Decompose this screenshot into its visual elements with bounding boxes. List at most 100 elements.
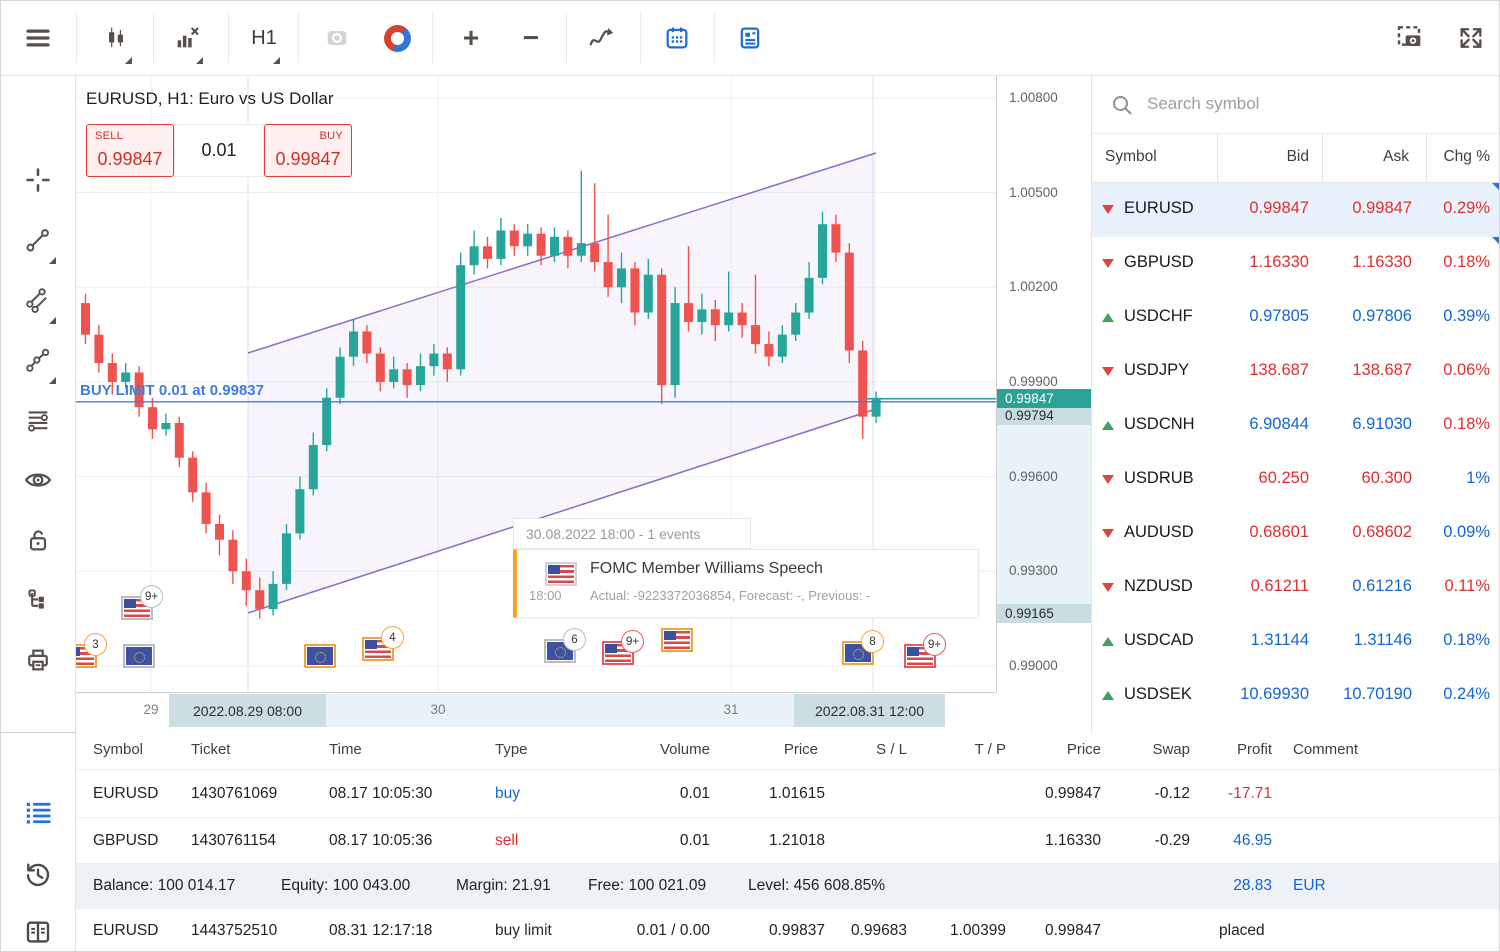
dropdown-arrow-icon <box>49 377 56 384</box>
arrow-down-icon <box>1102 367 1114 376</box>
market-row-usdjpy[interactable]: USDJPY 138.687 138.687 0.06% <box>1092 345 1499 399</box>
market-row-audusd[interactable]: AUDUSD 0.68601 0.68602 0.09% <box>1092 507 1499 561</box>
positions-list-icon[interactable] <box>15 790 61 836</box>
objects-tree-icon[interactable] <box>15 577 61 623</box>
col-ask[interactable]: Ask <box>1383 148 1409 165</box>
history-icon[interactable] <box>15 851 61 897</box>
col-bid[interactable]: Bid <box>1286 148 1309 165</box>
bid-price: 1.31144 <box>1250 631 1309 649</box>
symbol-name: USDRUB <box>1124 469 1194 487</box>
bid-price: 60.250 <box>1258 469 1309 487</box>
zoom-out-button[interactable]: − <box>508 15 554 61</box>
channel-tool-icon[interactable] <box>15 277 61 324</box>
chart-area[interactable]: BUY LIMIT 0.01 at 0.99837 EURUSD, H1: Eu… <box>76 76 996 692</box>
polyline-tool-icon[interactable] <box>15 337 61 384</box>
market-row-eurusd[interactable]: EURUSD 0.99847 0.99847 0.29% <box>1092 183 1499 237</box>
zoom-out-label: − <box>522 22 540 53</box>
drawing-objects-icon[interactable] <box>579 15 625 61</box>
positions-col-comment[interactable]: Comment <box>1293 741 1359 758</box>
col-chg[interactable]: Chg % <box>1443 148 1490 165</box>
buy-label: BUY <box>319 130 343 142</box>
event-title: FOMC Member Williams Speech <box>590 560 823 577</box>
market-row-nzdusd[interactable]: NZDUSD 0.61211 0.61216 0.11% <box>1092 561 1499 615</box>
timeframe-button[interactable]: H1 <box>241 15 287 64</box>
market-watch-panel: Symbol Bid Ask Chg % EURUSD 0.99847 0.9984… <box>1091 76 1499 732</box>
time-tick: 30 <box>430 702 446 717</box>
position-row[interactable]: EURUSD 1430761069 08.17 10:05:30 buy 0.01 1.0… <box>76 770 1499 818</box>
positions-col-swap[interactable]: Swap <box>1152 741 1190 758</box>
chart-title: EURUSD, H1: Euro vs US Dollar <box>86 89 334 108</box>
positions-col-price[interactable]: Price <box>1066 741 1101 758</box>
market-row-usdsek[interactable]: USDSEK 10.69930 10.70190 0.24% <box>1092 669 1499 723</box>
dropdown-arrow-icon <box>49 257 56 264</box>
screenshot-icon[interactable] <box>1388 15 1434 61</box>
dropdown-arrow-icon <box>273 57 280 64</box>
col-symbol[interactable]: Symbol <box>1105 148 1157 165</box>
position-row[interactable]: GBPUSD 1430761154 08.17 10:05:36 sell 0.01 1.… <box>76 818 1499 864</box>
sell-button[interactable]: SELL 0.99847 <box>86 124 174 177</box>
levels-tool-icon[interactable] <box>15 397 61 443</box>
eu-flag-event-marker[interactable] <box>304 644 336 668</box>
zoom-in-button[interactable]: + <box>448 15 494 61</box>
journal-icon[interactable] <box>15 909 61 951</box>
symbol-name: AUDUSD <box>1124 523 1194 541</box>
fullscreen-icon[interactable] <box>1448 15 1494 61</box>
eu-flag-event-marker[interactable]: 8 <box>842 630 884 665</box>
bid-price: 0.61211 <box>1250 577 1309 595</box>
change-percent: 0.18% <box>1443 415 1490 433</box>
price-axis[interactable]: 1.00800 1.00500 1.00200 0.99900 0.99600 0.993… <box>996 76 1092 692</box>
trend-line-icon[interactable] <box>15 217 61 264</box>
dropdown-arrow-icon <box>196 57 203 64</box>
positions-col-symbol[interactable]: Symbol <box>93 741 144 758</box>
buy-button[interactable]: BUY 0.99847 <box>264 124 352 177</box>
positions-col-profit[interactable]: Profit <box>1236 741 1272 758</box>
ask-price: 0.61216 <box>1352 577 1412 595</box>
market-row-usdcnh[interactable]: USDCNH 6.90844 6.91030 0.18% <box>1092 399 1499 453</box>
market-row-usdcad[interactable]: USDCAD 1.31144 1.31146 0.18% <box>1092 615 1499 669</box>
link-charts-icon[interactable] <box>314 15 360 61</box>
chart-type-candles-icon[interactable] <box>93 15 139 64</box>
market-row-gbpusd[interactable]: GBPUSD 1.16330 1.16330 0.18% <box>1092 237 1499 291</box>
balance-item: Equity: 100 043.00 <box>281 877 411 894</box>
arrow-down-icon <box>1102 205 1114 214</box>
market-row-usdrub[interactable]: USDRUB 60.250 60.300 1% <box>1092 453 1499 507</box>
menu-icon[interactable] <box>15 15 61 61</box>
positions-col-time[interactable]: Time <box>329 741 362 758</box>
positions-col-volume[interactable]: Volume <box>659 741 710 758</box>
arrow-down-icon <box>1102 529 1114 538</box>
current-price-badge: 0.99847 <box>997 389 1092 409</box>
us-flag-event-marker[interactable]: 9+ <box>121 585 163 620</box>
positions-col-tp[interactable]: T / P <box>974 741 1006 758</box>
unlock-icon[interactable] <box>15 517 61 563</box>
market-row-usdchf[interactable]: USDCHF 0.97805 0.97806 0.39% <box>1092 291 1499 345</box>
indicators-icon[interactable] <box>164 15 210 64</box>
positions-col-sl[interactable]: S / L <box>876 741 907 758</box>
search-input[interactable] <box>1147 88 1477 120</box>
cell-price2: 0.99847 <box>1044 785 1101 802</box>
cell-symbol: GBPUSD <box>93 832 159 849</box>
pending-order-row[interactable]: EURUSD 1443752510 08.31 12:17:18 buy limit 0… <box>76 909 1499 951</box>
positions-col-price[interactable]: Price <box>783 741 818 758</box>
sell-price: 0.99847 <box>97 149 163 169</box>
print-icon[interactable] <box>15 637 61 683</box>
cell-type: buy <box>495 785 520 802</box>
crosshair-icon[interactable] <box>15 157 61 203</box>
volume-field[interactable]: 0.01 <box>174 124 264 177</box>
us-flag-event-marker[interactable]: 9+ <box>602 630 644 665</box>
calendar-icon[interactable] <box>654 15 700 61</box>
market-watch-header: Symbol Bid Ask Chg % <box>1092 134 1499 183</box>
time-axis[interactable]: 2022.08.29 08:00 2022.08.31 12:00 29 30 31 <box>76 692 996 732</box>
change-percent: 0.39% <box>1443 307 1490 325</box>
bid-price: 138.687 <box>1249 361 1309 379</box>
us-flag-event-marker[interactable]: 3 <box>76 633 107 668</box>
eu-flag-event-marker[interactable]: 6 <box>544 628 586 663</box>
positions-col-type[interactable]: Type <box>495 741 528 758</box>
analysis-donut-icon[interactable] <box>374 15 420 61</box>
news-icon[interactable] <box>727 15 773 61</box>
eu-flag-event-marker[interactable] <box>123 644 155 668</box>
us-flag-event-marker[interactable]: 4 <box>362 626 404 661</box>
positions-col-ticket[interactable]: Ticket <box>191 741 231 758</box>
us-flag-event-marker[interactable]: 9+ <box>904 633 946 668</box>
visibility-eye-icon[interactable] <box>15 457 61 503</box>
us-flag-event-marker[interactable] <box>661 628 693 652</box>
